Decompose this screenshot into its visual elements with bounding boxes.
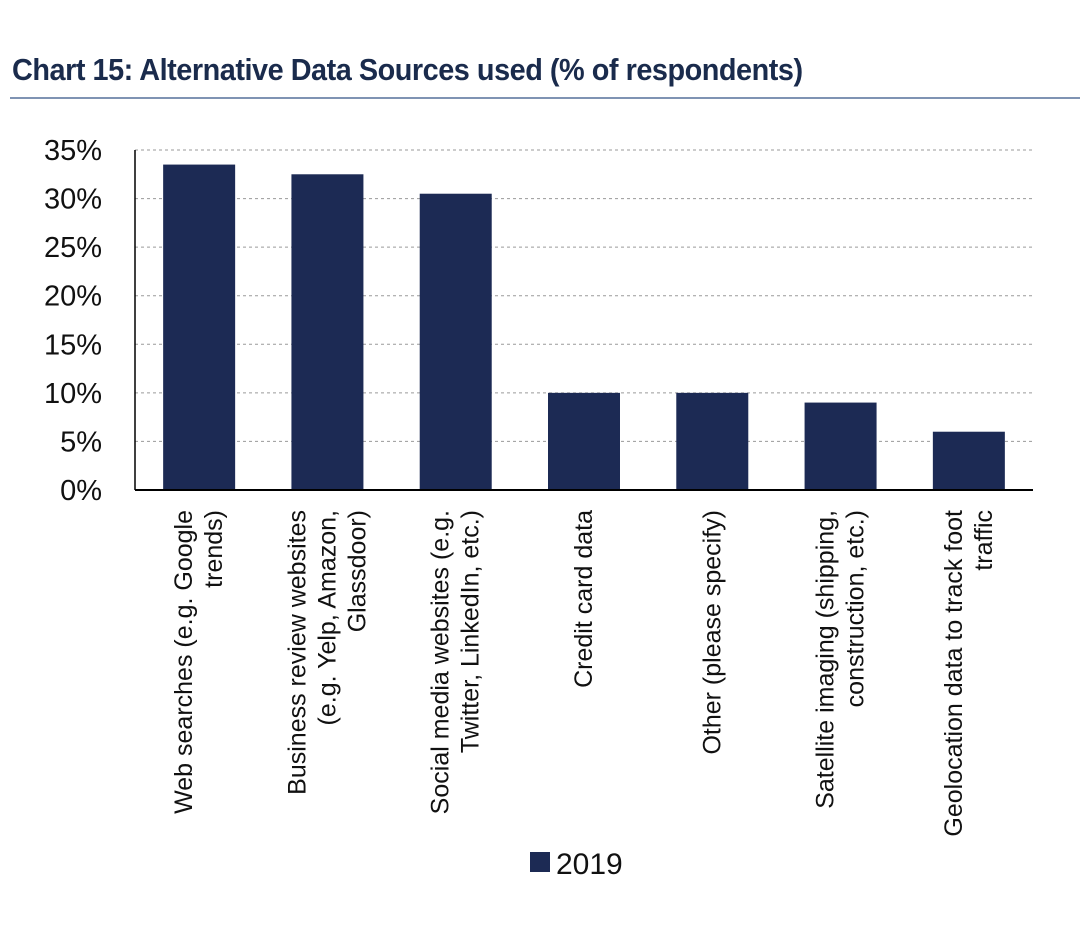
- y-tick-label: 15%: [44, 329, 102, 361]
- bars: [163, 164, 1005, 491]
- bar: [548, 392, 620, 490]
- bar: [804, 402, 877, 490]
- axes: [134, 150, 1033, 491]
- category-label-line: traffic: [970, 510, 998, 571]
- category-label-line: Business review websites: [283, 510, 311, 795]
- category-label-line: Satellite imaging (shipping,: [812, 510, 840, 809]
- title-divider: [10, 97, 1080, 99]
- bar: [676, 392, 749, 490]
- category-label: Social media websites (e.g.Twitter, Link…: [427, 510, 485, 814]
- category-label: Geolocation data to track foottraffic: [940, 510, 998, 837]
- y-tick-label: 0%: [60, 475, 102, 507]
- category-label-line: trends): [200, 510, 228, 588]
- legend-swatch-2019: [530, 852, 550, 872]
- y-tick-label: 35%: [44, 135, 102, 167]
- category-label-line: Other (please specify): [698, 510, 726, 755]
- category-label: Web searches (e.g. Googletrends): [170, 510, 228, 814]
- bar: [291, 174, 364, 491]
- y-tick-label: 10%: [44, 378, 102, 410]
- category-label-line: Geolocation data to track foot: [940, 510, 968, 837]
- category-label-line: Glassdoor): [343, 510, 371, 632]
- category-label-line: Web searches (e.g. Google: [170, 510, 198, 814]
- category-label: Other (please specify): [698, 510, 726, 755]
- category-label: Business review websites(e.g. Yelp, Amaz…: [283, 510, 371, 795]
- bar: [932, 431, 1005, 490]
- category-label-line: (e.g. Yelp, Amazon,: [313, 510, 341, 725]
- category-label-line: Twitter, LinkedIn, etc.): [457, 510, 485, 753]
- chart-title: Chart 15: Alternative Data Sources used …: [12, 52, 803, 87]
- legend: 2019: [530, 848, 623, 881]
- y-tick-labels: 0% 5% 10% 15% 20% 25% 30% 35%: [44, 135, 102, 507]
- y-tick-label: 5%: [60, 426, 102, 458]
- y-tick-label: 30%: [44, 184, 102, 216]
- category-label-line: Social media websites (e.g.: [427, 510, 455, 814]
- bar: [419, 193, 492, 490]
- category-labels: Web searches (e.g. Googletrends) Business…: [170, 510, 998, 837]
- category-label-line: Credit card data: [570, 510, 598, 688]
- category-label: Satellite imaging (shipping,construction…: [812, 510, 870, 809]
- legend-label-2019: 2019: [556, 848, 623, 881]
- y-tick-label: 25%: [44, 232, 102, 264]
- category-label-line: construction, etc.): [842, 510, 870, 707]
- y-tick-label: 20%: [44, 281, 102, 313]
- category-label: Credit card data: [570, 510, 598, 688]
- bar: [163, 164, 236, 491]
